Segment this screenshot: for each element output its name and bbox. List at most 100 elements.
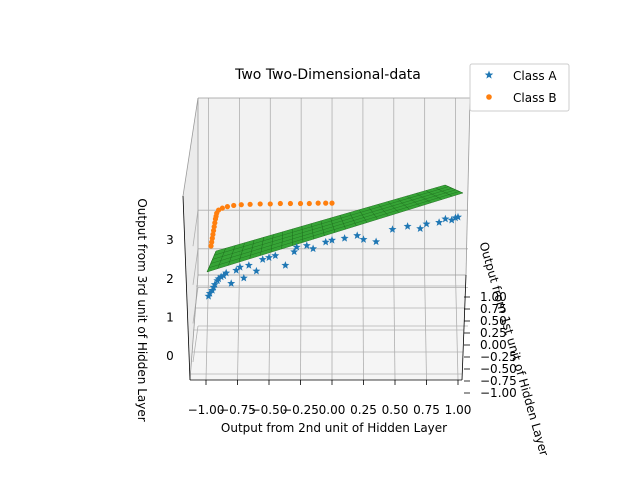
point-class-b [211, 224, 217, 230]
surface-mesh-line [416, 193, 432, 204]
point-class-a [227, 279, 236, 287]
surface-mesh-line [217, 248, 226, 269]
point-class-a [210, 280, 219, 288]
point-class-a [372, 237, 381, 246]
surface-mesh-line [320, 220, 325, 236]
point-class-a [292, 242, 301, 251]
point-class-b [210, 231, 216, 238]
z-axis-label: Output from 3rd unit of Hidden Layer [135, 198, 149, 421]
grid-line-floor [393, 274, 396, 381]
surface-mesh-line [212, 188, 453, 260]
surface-mesh-line [206, 250, 217, 273]
point-class-b [238, 202, 244, 208]
grid-line-floor [424, 274, 427, 381]
surface-mesh-line [397, 198, 410, 210]
x-tick-label: −0.75 [219, 403, 256, 417]
surface-plane [206, 184, 464, 273]
chart-title: Two Two-Dimensional-data [234, 67, 421, 83]
point-class-a [222, 268, 231, 277]
point-class-b [209, 235, 215, 241]
legend: Class A Class B [469, 63, 570, 112]
x-tick-label: 0.50 [382, 403, 409, 417]
pane-edge [182, 97, 199, 197]
point-class-a [208, 286, 217, 294]
grid-line-floor [362, 274, 364, 381]
point-class-a [219, 271, 228, 280]
point-class-a [454, 212, 462, 221]
surface-mesh-line [260, 237, 264, 256]
x-tick-label: 0.25 [350, 403, 377, 417]
point-class-a [205, 289, 214, 297]
point-class-a [441, 214, 450, 223]
point-class-b [297, 200, 304, 207]
surface-mesh-line [349, 212, 357, 227]
z-tick-label: 2 [166, 272, 174, 286]
point-class-a [214, 274, 223, 283]
chart-panes [183, 98, 470, 380]
surface-mesh-line [444, 184, 464, 194]
z-tick-label: 1 [166, 310, 174, 324]
legend-box [469, 63, 570, 112]
point-class-a [258, 255, 267, 263]
point-class-b [209, 239, 215, 245]
legend-marker-class-a [484, 70, 494, 79]
surface-mesh-line [387, 201, 400, 213]
point-class-a [328, 236, 336, 244]
grid-line-left [192, 248, 199, 285]
point-class-b [219, 205, 225, 211]
x-tick-label: −0.25 [282, 403, 319, 417]
grid-line-floor [455, 274, 459, 381]
point-class-a [309, 244, 318, 253]
y-tick-label: −1.00 [480, 386, 517, 400]
point-class-a [271, 251, 280, 260]
grid-line-floor [268, 274, 271, 381]
point-class-a [403, 222, 412, 230]
y-tick-label: 0.50 [480, 314, 507, 328]
point-class-a [236, 263, 245, 271]
pane-edges [182, 97, 471, 381]
surface-mesh-line [281, 231, 284, 249]
surface-mesh-line [208, 191, 460, 268]
grid-line-left [192, 325, 199, 363]
y-axis-line [461, 274, 467, 381]
surface-mesh-line [249, 239, 255, 259]
point-class-a [359, 235, 368, 243]
surface-mesh-line [311, 223, 314, 240]
x-tick-label: 0.00 [319, 403, 346, 417]
point-class-a [388, 225, 397, 233]
legend-label-class-b: Class B [513, 91, 557, 105]
y-tick-label: −0.50 [480, 362, 517, 376]
point-class-a [239, 273, 248, 282]
point-class-b [277, 200, 283, 207]
surface-mesh-line [301, 226, 304, 243]
legend-marker-class-b [486, 94, 492, 100]
surface-mesh-line [425, 190, 442, 200]
pane-edge [189, 274, 199, 381]
y-tick-label: 0.00 [480, 338, 507, 352]
surface-mesh-line [228, 245, 236, 266]
legend-label-class-a: Class A [513, 69, 557, 83]
point-class-a [252, 266, 261, 275]
surface-mesh-line [358, 209, 368, 223]
surface-mesh-line [435, 187, 453, 197]
point-class-b [257, 201, 263, 207]
point-class-a [422, 219, 431, 228]
y-tick-label: −0.75 [480, 374, 517, 388]
tick-labels: −1.00−0.75−0.50−0.25 0.00 0.25 0.50 0.75 1.00… [166, 233, 517, 417]
grid-line-floor [300, 274, 302, 381]
point-class-a [353, 231, 362, 239]
point-class-a [451, 213, 460, 222]
point-class-a [416, 224, 425, 233]
point-class-a [340, 234, 349, 242]
point-class-b [287, 200, 294, 207]
x-tick-label: −1.00 [188, 403, 225, 417]
point-class-a [321, 237, 330, 246]
point-class-b [329, 200, 335, 206]
surface-mesh-line [406, 195, 421, 207]
y-tick-label: 0.25 [480, 326, 507, 340]
y-tick-label: 0.75 [480, 302, 507, 316]
point-class-b [306, 200, 312, 207]
point-class-a [302, 241, 311, 249]
point-class-a [244, 261, 253, 269]
